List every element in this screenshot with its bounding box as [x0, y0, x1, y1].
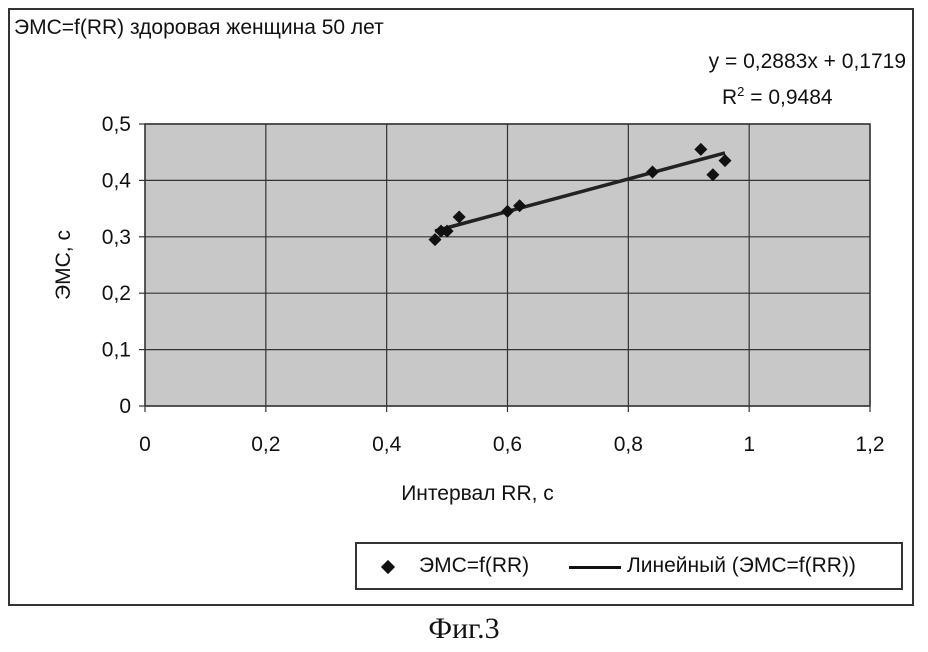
legend-trendline-label: Линейный (ЭМС=f(RR)): [627, 554, 856, 578]
y-tick-label: 0,1: [102, 339, 131, 362]
y-tick-label: 0,2: [102, 282, 131, 305]
y-axis-label: ЭМС, с: [52, 230, 75, 300]
chart-legend: ЭМС=f(RR) Линейный (ЭМС=f(RR)): [355, 542, 903, 590]
r-squared-value: = 0,9484: [744, 86, 832, 109]
x-tick-label: 0,6: [493, 433, 522, 456]
x-tick-label: 0,2: [251, 433, 280, 456]
x-tick-label: 0,4: [372, 433, 402, 456]
x-tick-label: 0,8: [614, 433, 643, 456]
r-squared-label: R2 = 0,9484: [722, 84, 833, 110]
y-tick-label: 0: [119, 395, 131, 418]
figure-caption: Фиг.3: [0, 612, 928, 646]
x-tick-label: 1,2: [855, 433, 884, 456]
x-tick-label: 1: [743, 433, 755, 456]
y-tick-label: 0,3: [102, 226, 131, 249]
chart-title: ЭМС=f(RR) здоровая женщина 50 лет: [14, 16, 384, 40]
r-squared-symbol: R: [722, 86, 737, 109]
y-tick-label: 0,5: [102, 113, 131, 136]
trendline-equation: y = 0,2883x + 0,1719: [709, 50, 906, 74]
x-tick-label: 0: [139, 433, 151, 456]
y-tick-label: 0,4: [102, 169, 132, 192]
legend-line-icon: [569, 566, 621, 569]
legend-series-label: ЭМС=f(RR): [419, 554, 529, 578]
x-axis-label: Интервал RR, c: [401, 482, 554, 505]
legend-diamond-icon: [381, 560, 395, 574]
